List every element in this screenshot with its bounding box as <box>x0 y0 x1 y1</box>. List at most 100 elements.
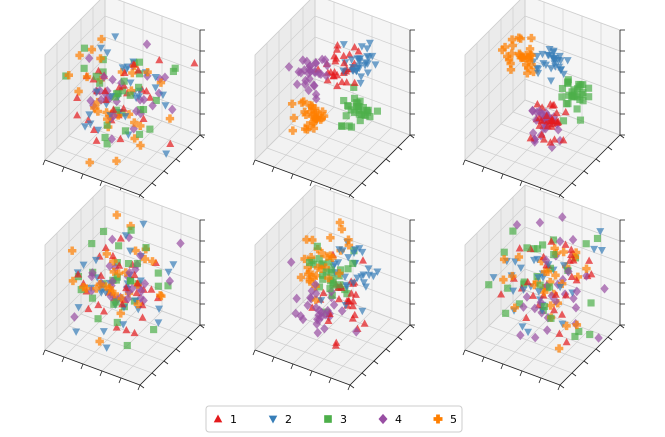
series-5-point <box>128 68 137 78</box>
series-5-point <box>317 248 327 258</box>
series-2-point <box>159 91 167 100</box>
series-5-point <box>562 321 571 331</box>
series-2-point <box>361 59 370 67</box>
series-1-point <box>344 297 353 305</box>
series-3-point <box>99 68 107 76</box>
series-2-point <box>533 255 542 264</box>
series-5-point <box>518 53 528 63</box>
subplot-3 <box>462 0 625 201</box>
series-4-point <box>320 323 329 334</box>
series-4-point <box>317 54 327 65</box>
series-1-point <box>587 270 596 278</box>
series-2-point <box>363 69 372 77</box>
points <box>485 212 609 353</box>
series-5-point <box>301 110 311 120</box>
series-3-point <box>112 106 120 114</box>
series-3-point <box>88 294 97 302</box>
series-5-point <box>582 264 591 273</box>
series-2-point <box>534 69 543 78</box>
series-3-point <box>559 117 568 125</box>
series-3-point <box>502 309 510 317</box>
series-4-point <box>292 293 301 304</box>
series-5-point <box>116 309 125 318</box>
series-1-point <box>115 82 124 91</box>
series-1-point <box>74 270 83 278</box>
series-2-point <box>344 254 353 262</box>
series-3-point <box>118 87 127 95</box>
series-3-point <box>571 332 579 341</box>
series-2-point <box>118 64 127 72</box>
series-4-point <box>304 85 313 96</box>
series-3-point <box>154 282 162 290</box>
series-3-point <box>347 123 356 131</box>
series-5-point <box>523 69 532 78</box>
series-5-point <box>506 65 516 74</box>
series-1-point <box>550 305 559 314</box>
series-3-point <box>536 281 544 289</box>
series-3-point <box>326 285 334 293</box>
series-5-point <box>328 253 337 263</box>
series-3-point <box>340 96 348 105</box>
series-2-point <box>126 79 135 87</box>
series-5-point <box>114 111 123 120</box>
series-1-point <box>542 111 551 120</box>
series-2-point <box>339 67 348 75</box>
series-2-point <box>353 65 362 73</box>
series-5-point <box>344 235 353 244</box>
series-3-point <box>546 264 555 272</box>
series-3-point <box>359 103 367 112</box>
series-3-point <box>111 93 119 101</box>
series-5-point <box>117 67 127 77</box>
series-3-point <box>587 299 595 307</box>
series-5-point <box>303 121 312 130</box>
series-3-point <box>118 109 126 117</box>
series-4-point <box>519 302 528 312</box>
series-1-point <box>92 136 101 144</box>
series-1-point <box>330 51 339 60</box>
series-5-point <box>319 111 329 121</box>
series-3-point <box>101 133 109 142</box>
series-5-point <box>507 35 517 44</box>
series-2-point <box>121 113 130 121</box>
series-3-point <box>562 100 571 108</box>
series-1-point <box>347 289 356 297</box>
series-5-point <box>133 299 143 309</box>
series-5-point <box>300 254 309 264</box>
series-2-point <box>371 61 380 69</box>
series-1-point <box>559 135 568 144</box>
series-3-point <box>315 255 323 263</box>
series-1-point <box>90 125 98 133</box>
series-3-point <box>94 315 102 323</box>
series-1-point <box>133 279 142 287</box>
series-2-point <box>74 304 83 312</box>
series-2-point <box>338 247 347 255</box>
series-2-point <box>358 307 367 316</box>
series-5-point <box>318 107 327 116</box>
series-4-point <box>314 68 324 79</box>
series-1-point <box>526 133 535 142</box>
series-3-point <box>310 260 318 268</box>
series-1-point <box>94 300 103 309</box>
series-2-point <box>597 246 606 255</box>
legend-label-5: 5 <box>450 413 457 426</box>
series-4-point <box>569 293 578 304</box>
series-2-point <box>373 268 382 276</box>
series-2-point <box>516 264 525 273</box>
series-3-point <box>112 276 120 284</box>
series-4-point <box>547 291 557 301</box>
series-3-point <box>146 125 154 133</box>
series-3-point <box>550 250 558 259</box>
series-4-point <box>528 128 538 138</box>
series-3-point <box>579 89 587 97</box>
series-5-point <box>112 210 122 220</box>
series-5-point <box>515 50 525 60</box>
series-2-point <box>538 50 547 59</box>
series-5-point <box>572 320 582 330</box>
series-2-point <box>350 249 359 258</box>
series-4-point <box>125 267 134 278</box>
series-3-point <box>573 105 581 113</box>
series-1-point <box>116 234 125 242</box>
series-5-point <box>64 70 73 80</box>
axes <box>42 29 205 201</box>
